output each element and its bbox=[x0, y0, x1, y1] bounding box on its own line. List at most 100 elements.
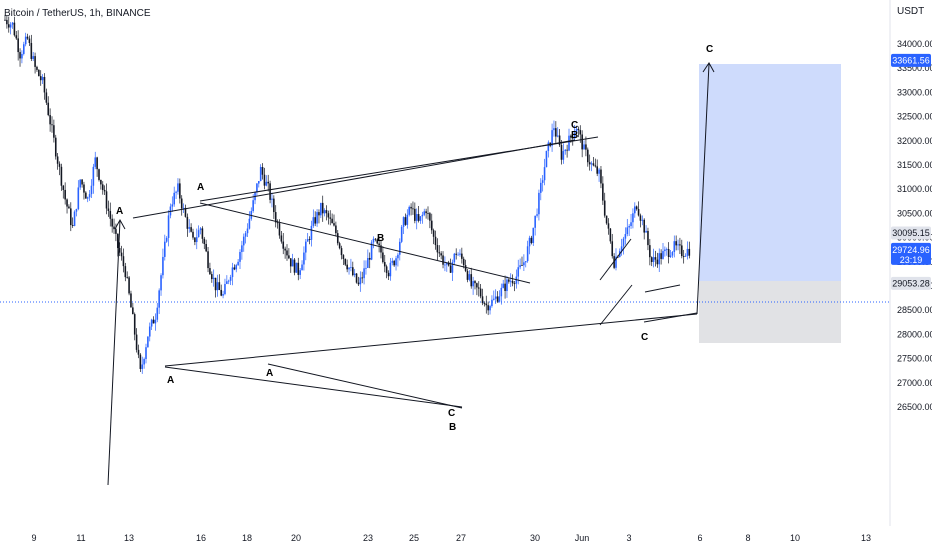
candle-body bbox=[632, 213, 634, 223]
candle-body bbox=[274, 212, 277, 223]
time-tick-6: 23 bbox=[363, 533, 373, 543]
time-tick-7: 25 bbox=[409, 533, 419, 543]
candle-body bbox=[487, 305, 489, 311]
candle-body bbox=[133, 314, 136, 335]
candle-body bbox=[201, 228, 204, 239]
candle-body bbox=[137, 349, 140, 355]
wedge-lower bbox=[643, 312, 698, 323]
candle-body bbox=[611, 241, 614, 257]
candle-body bbox=[583, 144, 585, 150]
candle-body bbox=[603, 200, 606, 216]
time-tick-0: 9 bbox=[31, 533, 36, 543]
candle-body bbox=[635, 206, 638, 210]
candle-body bbox=[30, 42, 33, 59]
candle-body bbox=[318, 212, 320, 216]
candle-body bbox=[207, 251, 209, 269]
candle-body bbox=[419, 216, 422, 221]
candle-body bbox=[363, 268, 365, 279]
candle-body bbox=[474, 281, 476, 284]
candle-body bbox=[387, 272, 390, 277]
candle-body bbox=[62, 185, 65, 190]
candle-body bbox=[195, 237, 198, 243]
candle-body bbox=[553, 128, 555, 131]
wave-label-a-2: A bbox=[197, 182, 204, 193]
candle-body bbox=[203, 238, 206, 244]
candle-body bbox=[32, 56, 34, 59]
candle-body bbox=[77, 187, 80, 209]
candle-body bbox=[160, 275, 162, 291]
candle-body bbox=[267, 181, 269, 184]
candle-body bbox=[382, 252, 384, 263]
candle-body bbox=[528, 237, 531, 247]
candle-body bbox=[58, 163, 61, 167]
candle-body bbox=[543, 167, 546, 181]
candle-body bbox=[423, 211, 426, 215]
candle-body bbox=[596, 166, 598, 174]
candle-body bbox=[75, 208, 78, 212]
wave-labels: A A A A B B C B C C C bbox=[116, 44, 713, 433]
wave-label-c-target: C bbox=[706, 44, 713, 55]
price-tag-label-3: 29053.28 bbox=[892, 278, 930, 288]
time-tick-8: 27 bbox=[456, 533, 466, 543]
candle-body bbox=[654, 257, 657, 260]
candle-body bbox=[536, 214, 538, 216]
candle-body bbox=[573, 133, 576, 139]
price-axis[interactable]: 34000.00 33500.00 33000.00 32500.00 32000.00… bbox=[897, 39, 932, 412]
time-tick-1: 11 bbox=[76, 533, 85, 543]
price-tick-3: 32500.00 bbox=[897, 112, 932, 122]
candle-body bbox=[634, 206, 636, 214]
candle-body bbox=[271, 198, 273, 200]
candle-body bbox=[150, 319, 153, 327]
time-tick-3: 16 bbox=[196, 533, 206, 543]
candle-body bbox=[523, 262, 525, 266]
price-tag-2 bbox=[891, 242, 931, 265]
candle-body bbox=[664, 249, 666, 252]
candle-body bbox=[229, 277, 232, 281]
candle-body bbox=[429, 213, 431, 221]
candle-body bbox=[333, 223, 335, 226]
candle-body bbox=[291, 259, 294, 267]
candle-body bbox=[86, 197, 89, 199]
candle-body bbox=[453, 253, 456, 263]
price-tick-15: 26500.00 bbox=[897, 402, 932, 412]
candle-body bbox=[71, 225, 74, 226]
candle-body bbox=[105, 191, 108, 209]
price-tag-3 bbox=[891, 276, 931, 290]
candle-body bbox=[669, 255, 672, 257]
candle-body bbox=[56, 156, 59, 164]
candle-body bbox=[564, 149, 567, 152]
candle-body bbox=[391, 260, 394, 263]
candle-body bbox=[83, 184, 85, 193]
candle-body bbox=[609, 228, 612, 242]
candle-body bbox=[530, 237, 533, 243]
wave-label-a-3: A bbox=[167, 375, 174, 386]
candle-body bbox=[348, 267, 350, 270]
candle-body bbox=[624, 234, 627, 239]
candle-body bbox=[107, 208, 110, 211]
candle-body bbox=[508, 279, 510, 282]
candle-body bbox=[212, 277, 215, 280]
candle-body bbox=[547, 142, 550, 151]
candle-body bbox=[432, 230, 435, 237]
time-axis[interactable]: 9 11 13 16 18 20 23 25 27 30 Jun 3 6 8 10 13 bbox=[31, 533, 871, 543]
candle-body bbox=[558, 135, 561, 146]
candle-body bbox=[34, 56, 36, 67]
candle-body bbox=[365, 267, 367, 269]
candle-body bbox=[534, 215, 536, 228]
candle-body bbox=[167, 215, 170, 238]
candle-body bbox=[622, 238, 625, 247]
candle-body bbox=[389, 262, 392, 277]
flag-lower bbox=[599, 284, 633, 326]
candle-body bbox=[246, 228, 249, 234]
candle-body bbox=[338, 243, 341, 249]
candle-body bbox=[649, 245, 651, 258]
candle-body bbox=[483, 303, 486, 304]
candle-body bbox=[468, 274, 471, 280]
candle-body bbox=[282, 241, 285, 249]
candle-body bbox=[306, 239, 309, 242]
candle-body bbox=[147, 336, 149, 348]
candle-body bbox=[434, 236, 437, 246]
candle-body bbox=[679, 244, 681, 246]
candle-body bbox=[269, 183, 271, 200]
